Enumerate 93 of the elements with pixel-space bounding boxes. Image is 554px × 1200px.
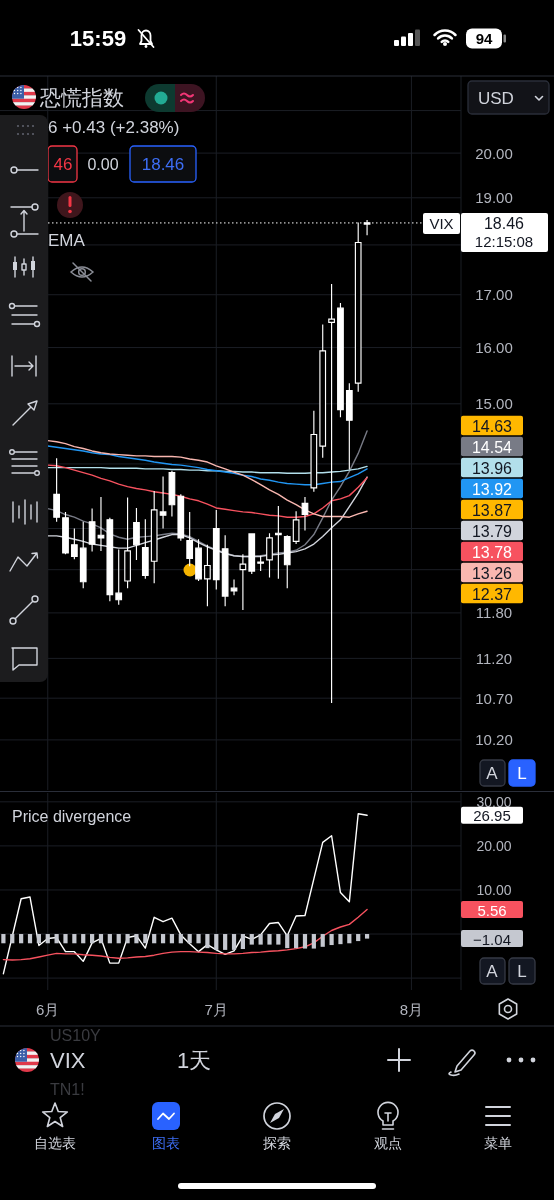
text: 13.26 (471, 564, 513, 582)
text: 26.95 (473, 807, 511, 825)
annotation: 46 (53, 154, 73, 174)
text: 94 (475, 30, 493, 47)
candlestick (337, 302, 344, 418)
text: 探索 (263, 1135, 291, 1151)
y-tick-label: 10.70 (475, 689, 513, 707)
y-tick-label: 10.00 (476, 881, 512, 898)
text: 1天 (177, 1047, 212, 1073)
candlestick (168, 470, 176, 518)
candlestick (177, 493, 185, 542)
text: USD (478, 88, 514, 108)
text: TN1! (50, 1080, 85, 1098)
text: 5.56 (477, 901, 507, 919)
candlestick (274, 505, 282, 580)
text: 13.79 (471, 522, 513, 540)
candlestick (195, 538, 202, 582)
y-tick-label: 10.20 (475, 731, 513, 749)
candlestick (53, 457, 60, 523)
x-tick-label: 6月 (36, 1000, 60, 1018)
candlestick (328, 283, 335, 704)
candlestick (221, 534, 229, 607)
candlestick (106, 517, 114, 602)
y-tick-label: 20.00 (475, 144, 513, 162)
candlestick (204, 544, 211, 607)
candlestick (97, 496, 105, 552)
text: 观点 (374, 1135, 402, 1151)
ref-line-label: VIX (429, 214, 454, 232)
text: 12.37 (471, 585, 513, 603)
text: 6 +0.43 (+2.38%) (48, 117, 180, 137)
text: 14.63 (471, 417, 513, 435)
y-tick-label: 11.20 (475, 649, 513, 667)
x-tick-label: 7月 (204, 1000, 228, 1018)
candlestick (283, 534, 291, 589)
candlestick (150, 490, 158, 584)
line-series (47, 464, 368, 518)
text: −1.04 (473, 930, 511, 948)
y-tick-label: 20.00 (476, 837, 512, 854)
candlestick (70, 527, 78, 560)
candlestick (248, 532, 256, 575)
line-series (47, 465, 368, 475)
candlestick (88, 508, 96, 553)
candlestick (124, 496, 131, 589)
candlestick (239, 553, 247, 611)
candlestick (319, 323, 327, 459)
annotation: 18.46 (141, 154, 185, 174)
candlestick (212, 509, 220, 591)
text: A (486, 763, 499, 783)
candlestick (141, 518, 149, 580)
y-tick-label: 19.00 (475, 189, 513, 207)
y-tick-label: 30.00 (476, 793, 512, 810)
text: 图表 (152, 1135, 180, 1151)
text: 13.92 (471, 480, 513, 498)
y-tick-label: 11.80 (475, 604, 513, 622)
text: 菜单 (484, 1135, 512, 1151)
text: US10Y (50, 1026, 102, 1044)
candlestick (133, 507, 140, 561)
candlestick (230, 579, 238, 596)
chart-title: 恐慌指数 (39, 85, 124, 109)
candlestick (79, 521, 87, 589)
annotation: EMA (48, 230, 86, 250)
line-series (47, 476, 368, 558)
text: 13.78 (471, 543, 513, 561)
text: 12:15:08 (474, 232, 534, 250)
text: Price divergence (12, 807, 132, 825)
text: L (517, 961, 527, 981)
candlestick (159, 475, 167, 530)
text: 13.96 (471, 459, 513, 477)
text: 13.87 (471, 501, 513, 519)
line-series (47, 439, 368, 518)
y-tick-label: 15.00 (475, 395, 513, 413)
line-series (47, 445, 368, 486)
candlestick (115, 548, 123, 606)
text: 自选表 (34, 1135, 76, 1151)
candlestick (266, 532, 273, 579)
candlestick (301, 496, 309, 532)
candlestick (62, 511, 69, 555)
text: 14.54 (471, 438, 513, 456)
candlestick (310, 410, 318, 493)
text: 15:59 (69, 25, 127, 51)
text: A (486, 961, 499, 981)
y-tick-label: 16.00 (475, 339, 513, 357)
candlestick (292, 510, 300, 545)
text: VIX (50, 1047, 86, 1073)
y-tick-label: 17.00 (475, 286, 513, 304)
candlestick (186, 511, 194, 567)
candlestick (257, 555, 265, 572)
x-tick-label: 8月 (399, 1000, 424, 1018)
text: L (517, 763, 527, 783)
annotation: 0.00 (87, 155, 119, 173)
candlestick (345, 382, 353, 471)
text: 18.46 (483, 214, 525, 232)
line-series (2, 908, 368, 961)
